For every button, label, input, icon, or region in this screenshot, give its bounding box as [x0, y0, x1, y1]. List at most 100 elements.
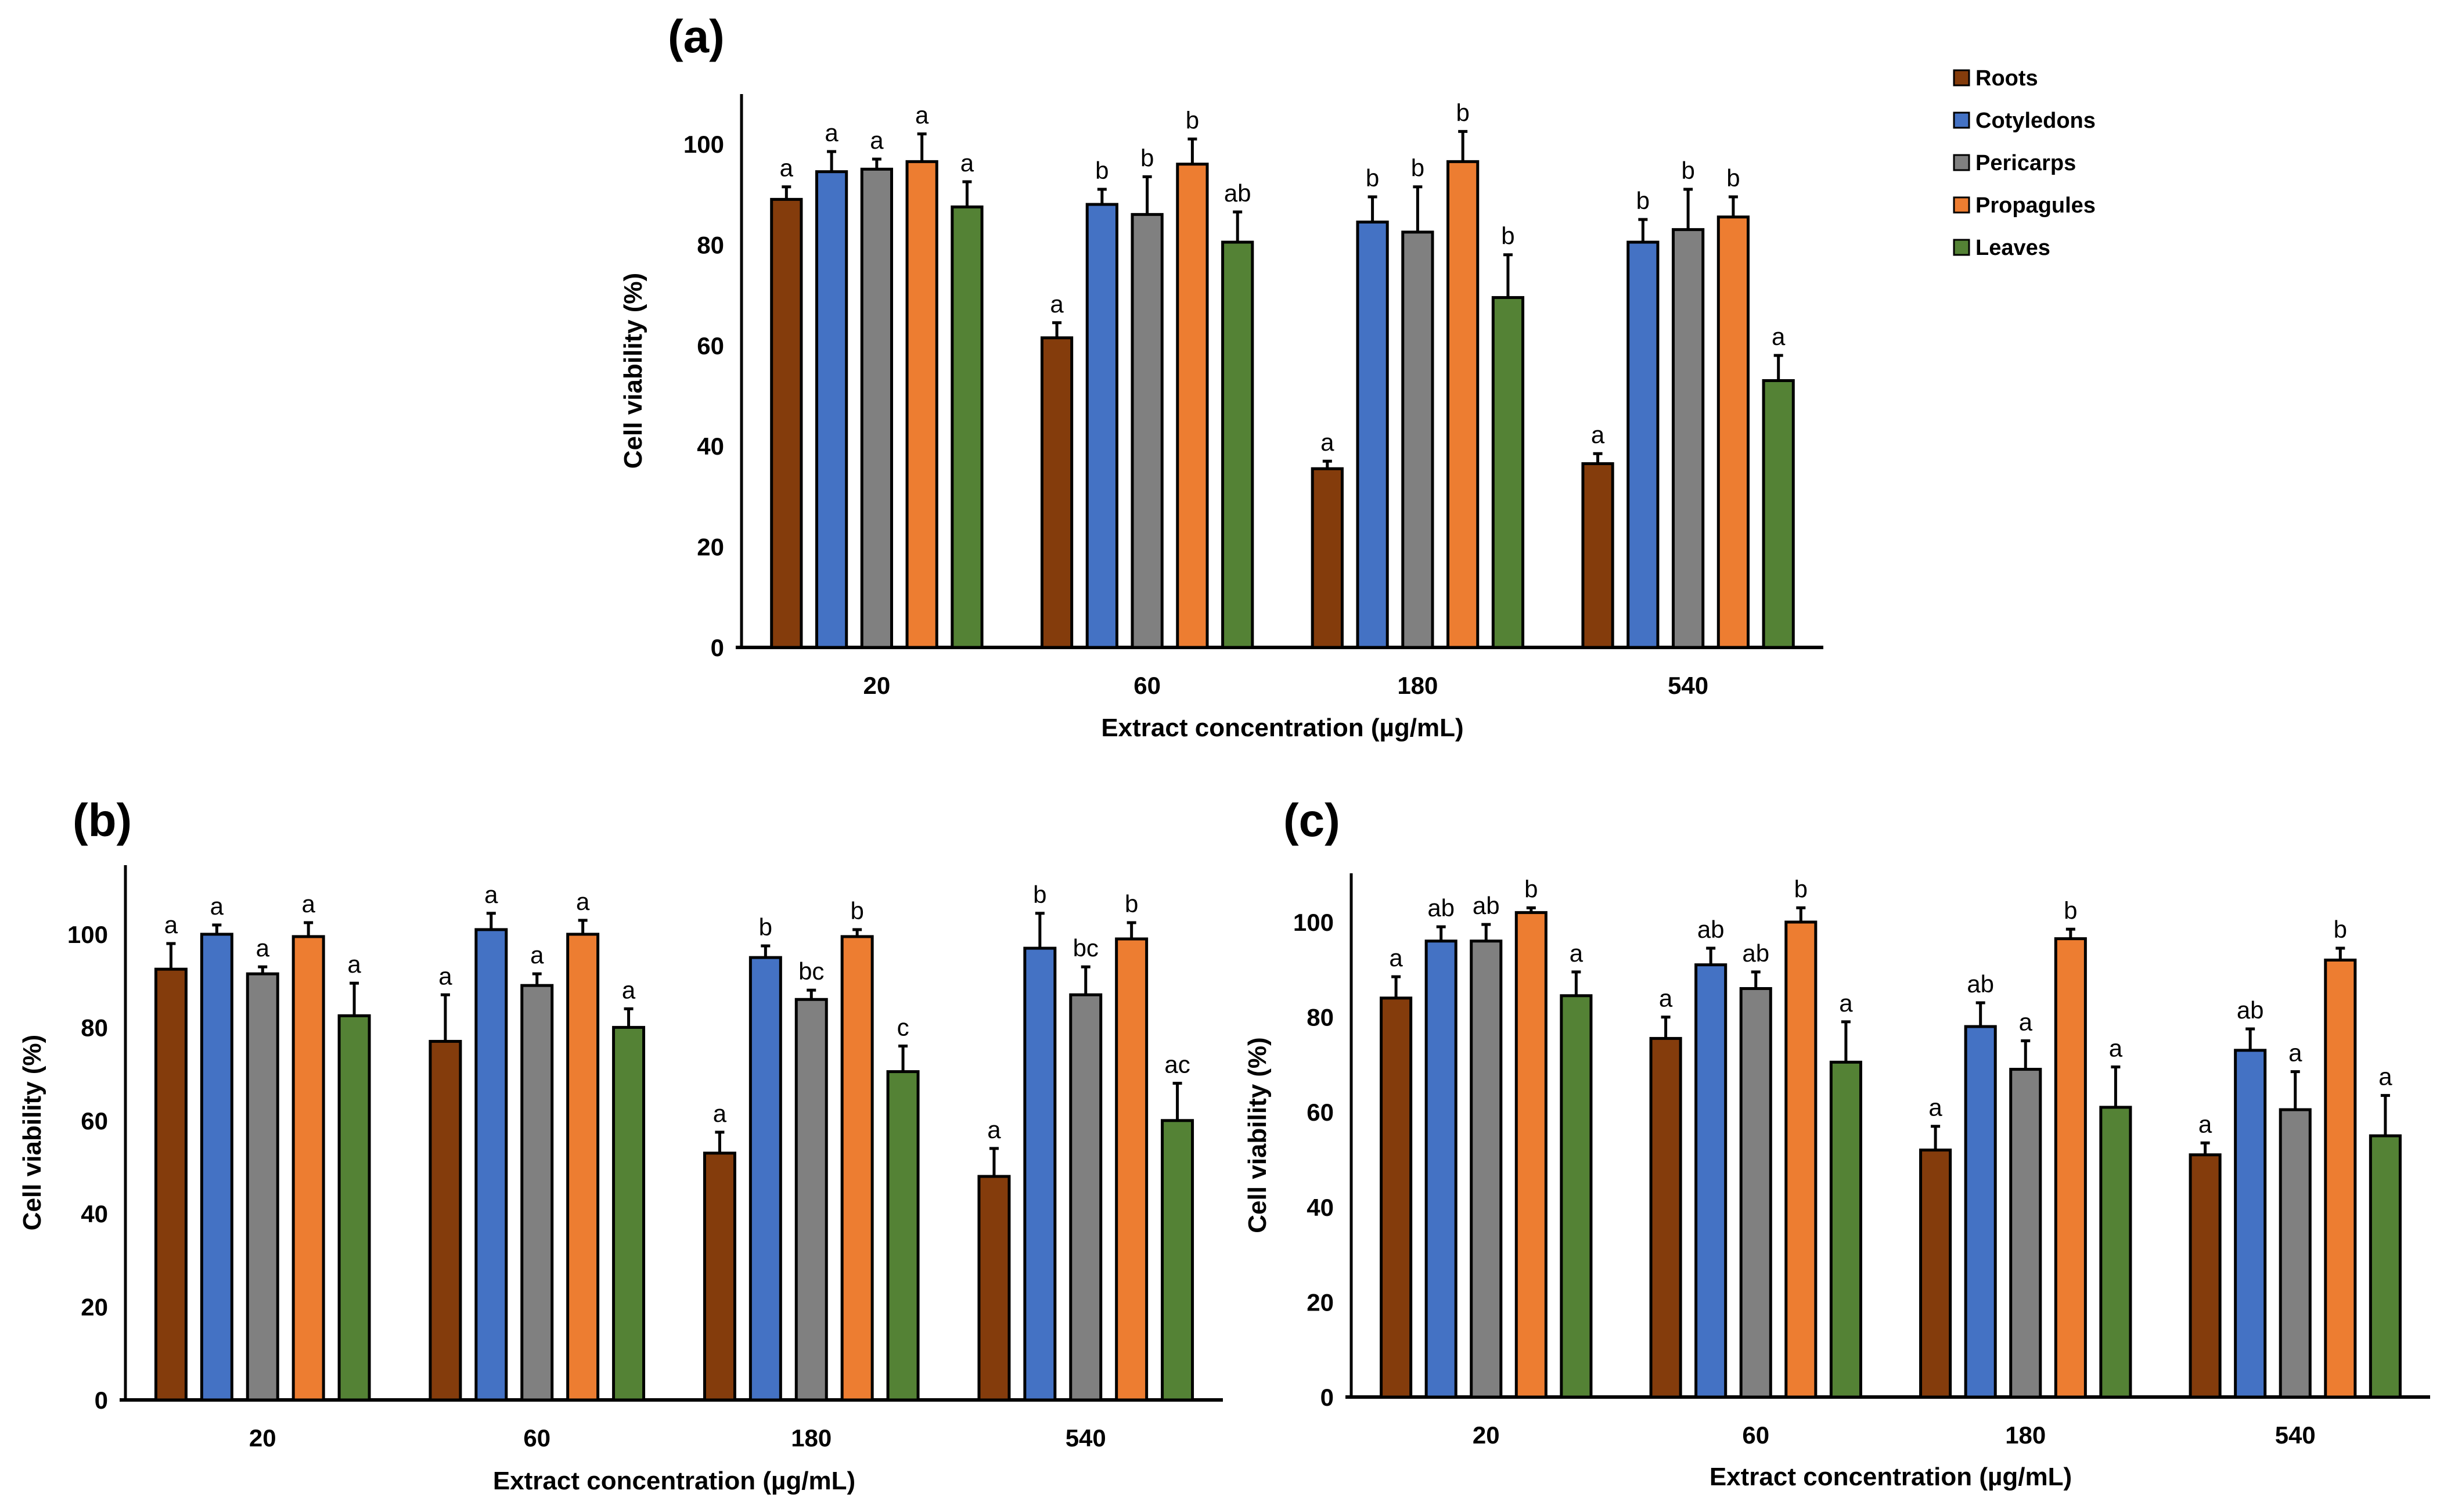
y-tick-label: 40: [697, 433, 724, 460]
significance-letter: a: [1772, 323, 1786, 350]
bar-propagules: [905, 160, 938, 649]
significance-letter: b: [1125, 890, 1138, 917]
bar-leaves: [2369, 1134, 2402, 1399]
significance-letter: b: [1456, 99, 1469, 126]
significance-letter: ab: [1742, 939, 1769, 967]
significance-letter: a: [825, 119, 838, 146]
significance-letter: b: [1140, 144, 1154, 171]
significance-letter: a: [1591, 421, 1605, 448]
significance-letter: b: [1794, 875, 1808, 902]
y-tick-label: 20: [697, 534, 724, 561]
bar-pericarps: [2009, 1068, 2042, 1399]
significance-letter: a: [1570, 939, 1584, 967]
x-tick-label: 180: [1397, 672, 1438, 699]
legend-label: Roots: [1975, 66, 2038, 91]
significance-letter: a: [530, 941, 544, 969]
bar-roots: [154, 967, 188, 1402]
bar-cotyledons: [815, 170, 848, 649]
significance-letter: b: [1366, 164, 1379, 192]
significance-letter: bc: [798, 957, 824, 985]
y-tick-label: 20: [81, 1294, 108, 1321]
significance-letter: ab: [1697, 916, 1725, 943]
significance-letter: a: [1320, 429, 1334, 456]
significance-letter: b: [850, 897, 863, 924]
bar-pericarps: [2279, 1108, 2312, 1399]
significance-letter: b: [1411, 154, 1424, 182]
y-tick-label: 80: [697, 231, 724, 258]
y-axis-title: Cell viability (%): [619, 273, 647, 469]
x-tick-label: 540: [2275, 1421, 2316, 1449]
bar-propagules: [291, 935, 325, 1402]
bar-roots: [1649, 1036, 1682, 1399]
x-tick-label: 60: [1133, 672, 1161, 699]
y-axis-title: Cell viability (%): [18, 1035, 46, 1230]
bar-cotyledons: [1626, 240, 1660, 649]
significance-letter: a: [1659, 985, 1673, 1012]
bar-cotyledons: [474, 928, 508, 1402]
bar-pericarps: [1401, 231, 1434, 649]
significance-letter: ab: [2237, 996, 2264, 1024]
bar-pericarps: [860, 167, 893, 649]
bar-pericarps: [520, 984, 554, 1402]
bar-leaves: [2099, 1106, 2132, 1399]
y-tick-label: 100: [1293, 909, 1334, 936]
legend-label: Propagules: [1975, 193, 2096, 218]
legend-swatch: [1953, 196, 1970, 214]
x-tick-label: 20: [863, 672, 891, 699]
bar-roots: [1380, 996, 1413, 1399]
chart-panel-b: (b) 0 20 40 60 80 100 Cell viability (%) Extract…: [18, 794, 1223, 1495]
bar-leaves: [1161, 1119, 1194, 1402]
bar-pericarps: [794, 998, 828, 1402]
significance-letter: a: [2378, 1063, 2392, 1090]
bar-leaves: [1560, 994, 1593, 1399]
significance-letter: a: [1839, 989, 1853, 1017]
legend-swatch: [1953, 154, 1970, 171]
significance-letter: b: [1033, 881, 1046, 908]
y-tick-label: 80: [1307, 1004, 1334, 1031]
bar-cotyledons: [1356, 220, 1389, 649]
bar-propagules: [2324, 958, 2357, 1399]
significance-letter: b: [1681, 157, 1694, 184]
bar-propagules: [1176, 163, 1209, 649]
bar-roots: [2189, 1153, 2222, 1399]
x-tick-label: 60: [523, 1424, 550, 1452]
legend-label: Leaves: [1975, 236, 2050, 260]
y-tick-label: 40: [1307, 1194, 1334, 1221]
significance-letter: b: [2064, 897, 2077, 924]
bar-leaves: [1762, 379, 1795, 649]
bar-roots: [1581, 462, 1614, 649]
bar-leaves: [1491, 296, 1525, 649]
significance-letter: b: [1726, 164, 1740, 192]
significance-letter: a: [780, 154, 794, 182]
significance-letter: a: [2019, 1009, 2033, 1036]
legend-swatch: [1953, 69, 1970, 87]
x-axis-title: Extract concentration (µg/mL): [493, 1467, 855, 1495]
panel-label: (c): [1283, 794, 1340, 846]
significance-letter: a: [2109, 1034, 2123, 1061]
bar-leaves: [1829, 1060, 1862, 1399]
significance-letter: a: [960, 149, 974, 177]
significance-letter: b: [1524, 875, 1538, 902]
bar-leaves: [612, 1025, 646, 1402]
bar-propagules: [1784, 920, 1818, 1399]
bar-pericarps: [1470, 939, 1503, 1399]
significance-letter: ab: [1473, 892, 1500, 919]
significance-letter: a: [622, 976, 636, 1003]
significance-letter: ab: [1427, 894, 1455, 921]
x-tick-label: 540: [1066, 1424, 1106, 1452]
y-tick-label: 20: [1307, 1288, 1334, 1316]
bar-roots: [1919, 1149, 1952, 1399]
bar-roots: [429, 1039, 462, 1402]
x-axis-title: Extract concentration (µg/mL): [1101, 714, 1463, 742]
y-tick-label: 100: [683, 131, 724, 158]
bar-pericarps: [1672, 228, 1705, 649]
significance-letter: ac: [1164, 1051, 1190, 1078]
bar-propagules: [566, 933, 600, 1402]
significance-letter: ab: [1967, 970, 1994, 998]
bar-cotyledons: [1424, 939, 1457, 1399]
y-tick-label: 80: [81, 1014, 108, 1041]
bar-propagules: [2054, 937, 2087, 1399]
y-tick-label: 60: [697, 332, 724, 359]
x-tick-label: 60: [1742, 1421, 1769, 1449]
